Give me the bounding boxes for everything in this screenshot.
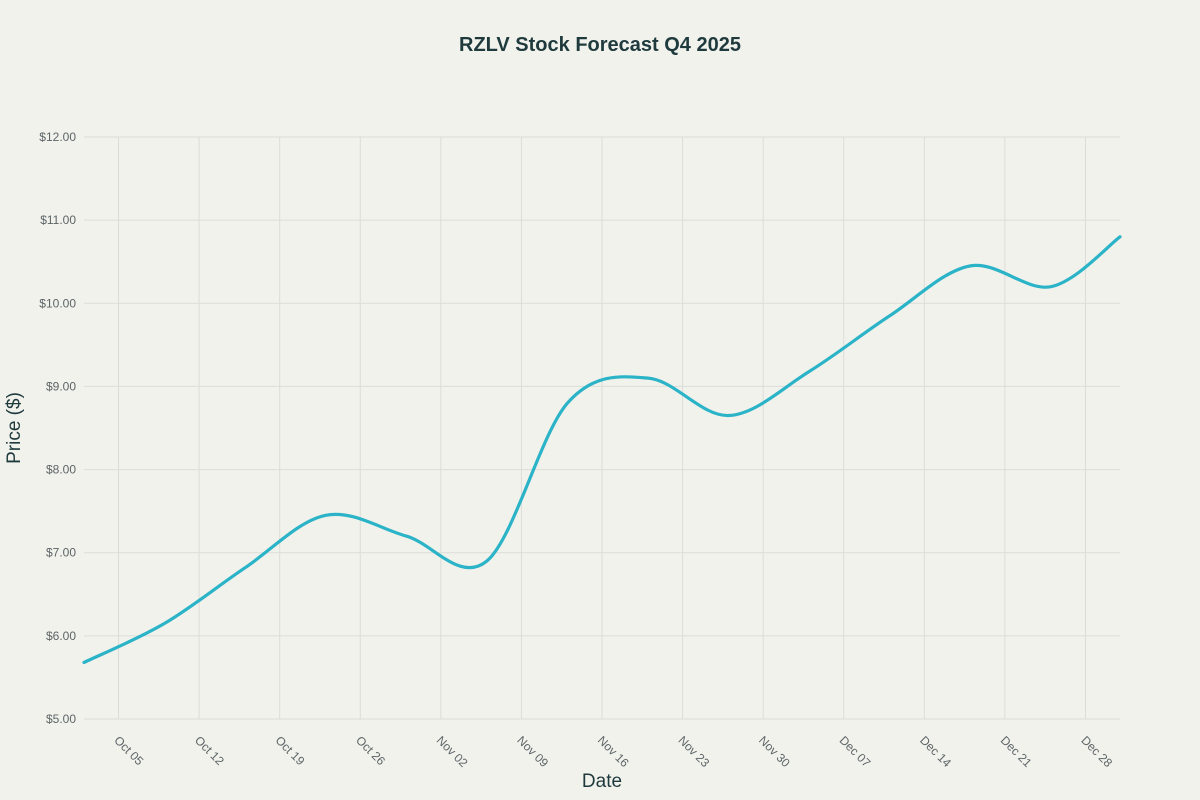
y-tick-label: $11.00 [40,213,76,227]
x-axis-ticks: Oct 05 Oct 12 Oct 19 Oct 26 Nov 02 Nov 09 Nov … [111,733,1115,770]
x-tick-label: Oct 12 [192,733,227,768]
x-tick-label: Nov 02 [434,733,471,770]
x-tick-label: Nov 30 [756,733,793,770]
x-tick-label: Dec 21 [998,733,1035,770]
y-tick-label: $8.00 [46,463,76,477]
y-axis-ticks: $5.00 $6.00 $7.00 $8.00 $9.00 $10.00 $11.00 $12… [39,130,76,726]
x-tick-label: Nov 16 [595,733,632,770]
y-tick-label: $9.00 [46,379,76,393]
x-tick-label: Nov 23 [675,733,712,770]
price-line [82,235,1122,665]
y-tick-label: $10.00 [39,296,76,310]
y-tick-label: $12.00 [39,130,76,144]
x-tick-label: Oct 19 [273,733,308,768]
y-tick-label: $6.00 [46,629,76,643]
x-tick-label: Dec 07 [837,733,874,770]
x-tick-label: Dec 14 [917,733,954,770]
x-tick-label: Oct 05 [111,733,146,768]
x-axis-title: Date [582,771,622,792]
x-tick-label: Nov 09 [514,733,551,770]
x-tick-label: Oct 26 [353,733,388,768]
y-axis-title: Price ($) [4,392,25,464]
chart-title: RZLV Stock Forecast Q4 2025 [459,34,741,56]
series-layer [82,235,1122,665]
x-tick-label: Dec 28 [1078,733,1115,770]
y-tick-label: $7.00 [46,546,76,560]
gridlines [84,136,1120,720]
y-tick-label: $5.00 [46,712,76,726]
